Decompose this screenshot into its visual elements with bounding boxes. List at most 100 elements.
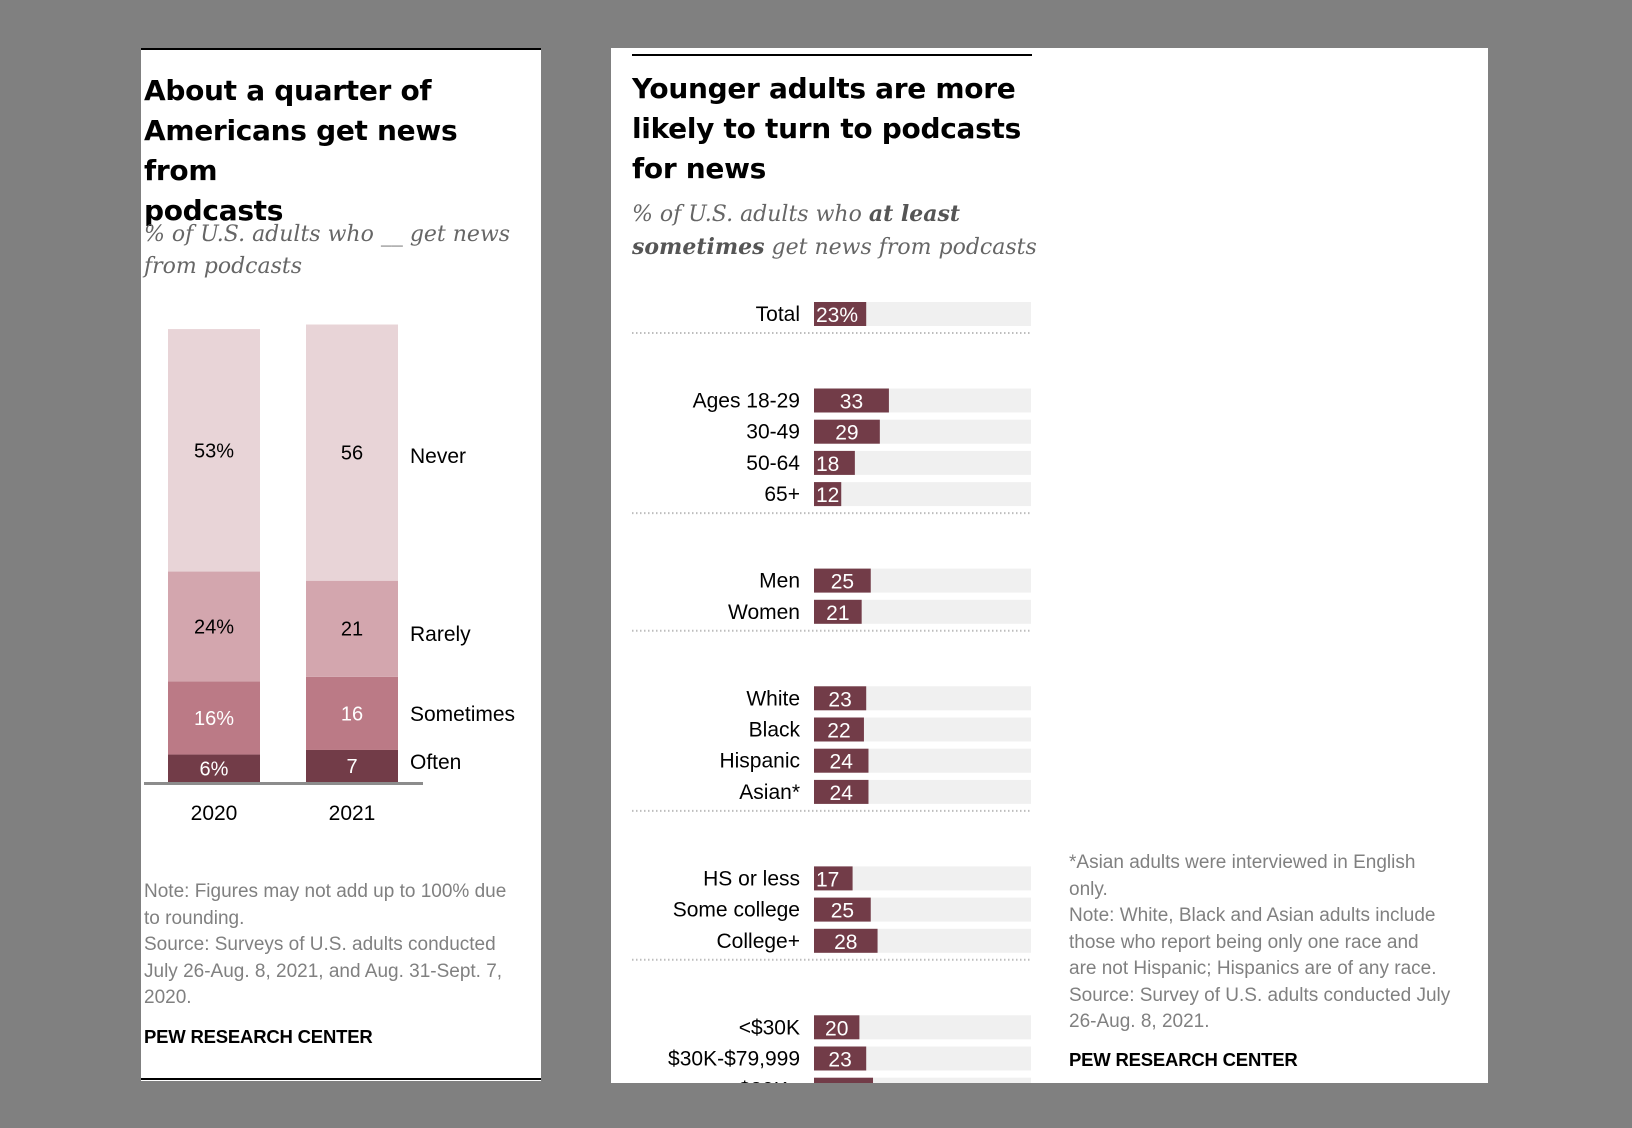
value-label: 33 (840, 391, 863, 414)
title-line: Americans get news from (144, 114, 458, 187)
note-line: only. (1069, 878, 1108, 900)
value-label: 26 (832, 1080, 855, 1083)
bar (814, 388, 889, 413)
bar-row: Women 21 (728, 599, 1031, 625)
value-label: 23 (828, 1049, 851, 1072)
value-label: 18 (816, 453, 839, 476)
value-label: 24 (830, 751, 854, 774)
category-label: Women (728, 601, 800, 624)
category-label: <$30K (739, 1016, 800, 1039)
category-label: Asian* (739, 781, 800, 804)
left-note: Note: Figures may not add up to 100% due… (144, 879, 506, 1012)
segment-label: 16 (341, 703, 363, 725)
segment-label: 24% (194, 616, 234, 638)
top-rule (632, 54, 1032, 56)
bar-row: Hispanic 24 (719, 748, 1031, 774)
bar (814, 748, 869, 773)
right-chart-title: Younger adults are more likely to turn t… (632, 69, 1052, 189)
bar (814, 419, 880, 444)
bar-row: 30-49 29 (746, 419, 1031, 445)
category-label: Black (749, 719, 801, 742)
bar (814, 779, 869, 804)
bar-row: Men 25 (759, 568, 1031, 594)
bar (814, 599, 862, 624)
right-chart-subtitle: % of U.S. adults who at least sometimes … (632, 198, 1042, 264)
bar-segment-sometimes-2021 (306, 676, 398, 750)
left-chart-panel: About a quarter of Americans get news fr… (141, 48, 541, 1081)
subtitle-emphasis: sometimes (632, 234, 765, 260)
subtitle-line: % of U.S. adults who __ get news (144, 222, 511, 247)
bar-row: Total 23% (756, 302, 1031, 327)
source-line: July 26-Aug. 8, 2021, and Aug. 31-Sept. … (144, 960, 503, 982)
bar-segment-sometimes-2020 (168, 681, 260, 755)
bar (814, 482, 842, 507)
title-line: for news (632, 152, 767, 185)
bar (814, 866, 853, 891)
horizontal-bar-chart: Total 23% Ages 18-29 33 30-49 29 50-64 18 65+ 12 M… (632, 302, 1031, 1083)
category-label: Some college (673, 899, 800, 922)
category-label: Ages 18-29 (693, 390, 800, 413)
value-label: 28 (834, 931, 857, 954)
category-label: 30-49 (746, 421, 800, 444)
title-line: Younger adults are more (632, 72, 1016, 105)
category-label: $30K-$79,999 (668, 1048, 800, 1071)
bar-row: Ages 18-29 33 (693, 388, 1031, 414)
subtitle-text: % of U.S. adults who (632, 202, 869, 227)
bar-row: 50-64 18 (746, 450, 1031, 476)
title-line: About a quarter of (144, 74, 432, 107)
value-label: 24 (830, 782, 854, 805)
bar-segment-never-2020 (168, 329, 260, 572)
bar (814, 686, 867, 711)
bar (814, 897, 871, 922)
note-line: Note: Figures may not add up to 100% due (144, 881, 507, 902)
value-label: 23% (816, 304, 858, 327)
segment-label: 6% (200, 758, 229, 780)
category-label: College+ (717, 930, 800, 953)
bottom-rule (141, 1078, 541, 1080)
bar-row: $80K+ 26 (739, 1077, 1031, 1083)
value-label: 21 (826, 602, 849, 625)
source-line: Source: Surveys of U.S. adults conducted (144, 934, 496, 955)
left-chart-title: About a quarter of Americans get news fr… (144, 71, 539, 231)
title-line: likely to turn to podcasts (632, 112, 1021, 145)
source-line: 26-Aug. 8, 2021. (1069, 1011, 1210, 1032)
subtitle-line: sometimes get news from podcasts (632, 231, 1042, 264)
bar-row: Black 22 (749, 717, 1031, 743)
stacked-bar-chart: 6% 16% 24% 53% 2020 7 16 21 56 2021 Often Sometimes… (144, 324, 515, 825)
value-label: 17 (816, 868, 839, 891)
segment-label: 21 (341, 619, 363, 641)
category-label: Hispanic (719, 750, 800, 773)
segment-label: 7 (346, 756, 357, 778)
right-note: *Asian adults were interviewed in Englis… (1069, 850, 1450, 1036)
bar-track (814, 1077, 1031, 1083)
value-label: 22 (827, 720, 850, 743)
bar (814, 1015, 860, 1040)
pew-brand-label: PEW RESEARCH CENTER (144, 1026, 373, 1047)
value-label: 29 (835, 422, 858, 445)
bar-segment-often-2020 (168, 754, 260, 782)
legend-label-never: Never (410, 445, 466, 468)
value-label: 25 (831, 900, 854, 923)
note-line: *Asian adults were interviewed in Englis… (1069, 852, 1416, 873)
subtitle-line: from podcasts (144, 254, 303, 279)
value-label: 23 (828, 688, 851, 711)
subtitle-line: % of U.S. adults who at least (632, 198, 1042, 231)
value-label: 12 (816, 484, 839, 507)
x-tick-label: 2021 (329, 802, 376, 825)
bar-segment-often-2021 (306, 749, 398, 782)
category-label: Total (756, 303, 800, 326)
segment-label: 56 (341, 443, 363, 465)
category-label: 50-64 (746, 452, 800, 475)
category-label: Men (759, 570, 800, 593)
bar-segment-never-2021 (306, 324, 398, 581)
note-line: to rounding. (144, 907, 245, 929)
bar (814, 928, 878, 953)
bar-row: 65+ 12 (764, 482, 1031, 507)
left-chart-subtitle: % of U.S. adults who __ get news from po… (144, 219, 510, 283)
bar (814, 568, 871, 593)
bar-segment-rarely-2020 (168, 571, 260, 682)
subtitle-text: get news from podcasts (764, 235, 1037, 260)
bar (814, 717, 864, 742)
bar-row: College+ 28 (717, 928, 1031, 954)
title-line: podcasts (144, 194, 284, 227)
